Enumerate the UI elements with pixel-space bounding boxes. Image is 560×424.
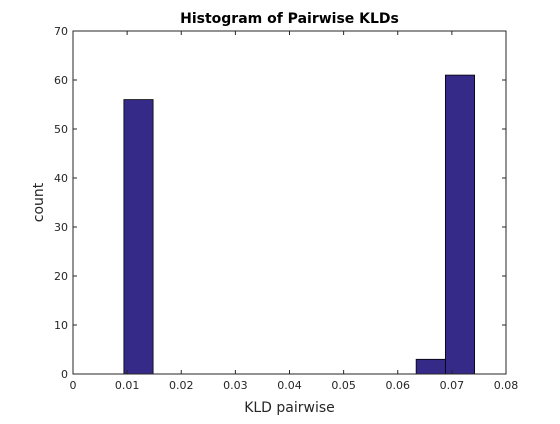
y-axis-label: count (31, 182, 47, 222)
x-axis-label: KLD pairwise (244, 400, 335, 416)
x-tick-label: 0.04 (277, 379, 302, 392)
y-tick-label: 30 (54, 221, 68, 234)
y-tick-label: 60 (54, 74, 68, 87)
histogram-bar (415, 358, 446, 375)
x-tick-label: 0 (70, 379, 77, 392)
histogram-bars (123, 74, 476, 375)
x-tick-label: 0.06 (386, 379, 411, 392)
x-axis-ticks: 0 0.01 0.02 0.03 0.04 0.05 0.06 0.07 0.08 (70, 31, 519, 392)
y-tick-label: 70 (54, 25, 68, 38)
y-tick-label: 10 (54, 319, 68, 332)
x-tick-label: 0.08 (494, 379, 519, 392)
y-tick-label: 50 (54, 123, 68, 136)
y-tick-label: 0 (61, 368, 68, 381)
y-tick-label: 20 (54, 270, 68, 283)
y-tick-label: 40 (54, 172, 68, 185)
x-tick-label: 0.03 (223, 379, 248, 392)
x-tick-label: 0.07 (440, 379, 465, 392)
chart-title: Histogram of Pairwise KLDs (180, 11, 399, 27)
histogram-bar (123, 99, 154, 375)
x-tick-label: 0.02 (169, 379, 194, 392)
y-axis-ticks: 0 10 20 30 40 50 60 70 (54, 25, 506, 381)
histogram-bar (444, 74, 476, 375)
x-tick-label: 0.05 (331, 379, 356, 392)
x-tick-label: 0.01 (115, 379, 140, 392)
